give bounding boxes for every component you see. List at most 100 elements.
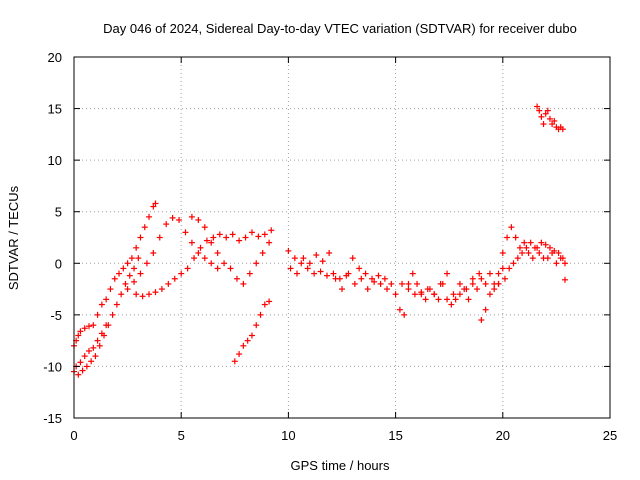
data-point	[512, 234, 519, 241]
data-point	[469, 275, 476, 282]
x-tick-label: 10	[281, 428, 295, 443]
data-point	[549, 249, 556, 256]
data-point	[201, 224, 208, 231]
data-point	[240, 342, 247, 349]
data-point	[86, 347, 93, 354]
data-point	[491, 286, 498, 293]
data-point	[156, 234, 163, 241]
data-point	[553, 260, 560, 267]
data-point	[92, 353, 99, 360]
y-tick-labels: -15 -10 -5 0 5 10 15 20	[43, 50, 62, 426]
data-point	[98, 301, 105, 308]
data-point	[388, 280, 395, 287]
data-point	[392, 291, 399, 298]
data-point	[246, 270, 253, 277]
data-point	[362, 270, 369, 277]
data-point	[540, 121, 547, 128]
plot-frame	[73, 56, 611, 419]
x-tick-label: 25	[603, 428, 617, 443]
data-point	[77, 328, 84, 335]
data-point	[124, 260, 131, 267]
data-point	[208, 239, 215, 246]
data-point	[184, 265, 191, 272]
data-point	[88, 358, 95, 365]
data-point	[437, 280, 444, 287]
data-point	[422, 296, 429, 303]
data-point	[409, 270, 416, 277]
y-tick-label: 5	[55, 205, 62, 220]
data-point	[330, 270, 337, 277]
data-point	[508, 224, 515, 231]
data-point	[124, 286, 131, 293]
data-point	[506, 265, 513, 272]
data-point	[499, 249, 506, 256]
data-point	[561, 276, 568, 283]
x-tick-label: 0	[70, 428, 77, 443]
data-point	[510, 260, 517, 267]
data-point	[191, 255, 198, 262]
data-point	[456, 280, 463, 287]
data-point	[146, 213, 153, 220]
data-point	[236, 237, 243, 244]
data-point	[298, 260, 305, 267]
data-point	[261, 231, 268, 238]
x-tick-label: 5	[178, 428, 185, 443]
data-point	[561, 260, 568, 267]
data-point	[349, 255, 356, 262]
data-point	[242, 234, 249, 241]
data-point	[536, 249, 543, 256]
data-point	[396, 306, 403, 313]
data-point	[188, 239, 195, 246]
data-point	[261, 301, 268, 308]
data-point	[94, 311, 101, 318]
data-point	[431, 291, 438, 298]
data-point	[486, 291, 493, 298]
data-point	[98, 330, 105, 337]
data-point	[319, 258, 326, 265]
data-point	[227, 265, 234, 272]
data-point	[418, 289, 425, 296]
data-point	[435, 296, 442, 303]
data-point	[495, 270, 502, 277]
data-point	[221, 260, 228, 267]
data-point	[126, 272, 133, 279]
x-tick-label: 20	[496, 428, 510, 443]
data-point	[233, 275, 240, 282]
data-point	[478, 317, 485, 324]
data-point	[551, 117, 558, 124]
y-tick-label: -10	[43, 359, 62, 374]
axis-ticks	[73, 56, 611, 419]
data-point	[495, 280, 502, 287]
y-tick-label: -5	[50, 308, 62, 323]
data-point	[143, 260, 150, 267]
data-point	[244, 337, 251, 344]
data-point	[381, 275, 388, 282]
data-point	[306, 260, 313, 267]
data-point	[178, 270, 185, 277]
data-point	[287, 265, 294, 272]
data-point	[516, 244, 523, 251]
data-point	[96, 342, 103, 349]
data-point	[83, 363, 90, 370]
data-point	[531, 244, 538, 251]
data-point	[133, 291, 140, 298]
data-point	[478, 275, 485, 282]
chart-title: Day 046 of 2024, Sidereal Day-to-day VTE…	[103, 21, 577, 36]
data-point	[332, 275, 339, 282]
data-point	[182, 229, 189, 236]
data-point	[326, 249, 333, 256]
data-point	[103, 322, 110, 329]
data-point	[197, 244, 204, 251]
data-point	[469, 280, 476, 287]
data-point	[448, 301, 455, 308]
data-point	[456, 291, 463, 298]
data-point	[536, 107, 543, 114]
data-point	[546, 244, 553, 251]
data-point	[482, 280, 489, 287]
data-point	[107, 286, 114, 293]
data-point	[77, 359, 84, 366]
data-point	[90, 322, 97, 329]
data-point	[152, 289, 159, 296]
x-axis-label: GPS time / hours	[291, 458, 390, 473]
data-point	[476, 270, 483, 277]
